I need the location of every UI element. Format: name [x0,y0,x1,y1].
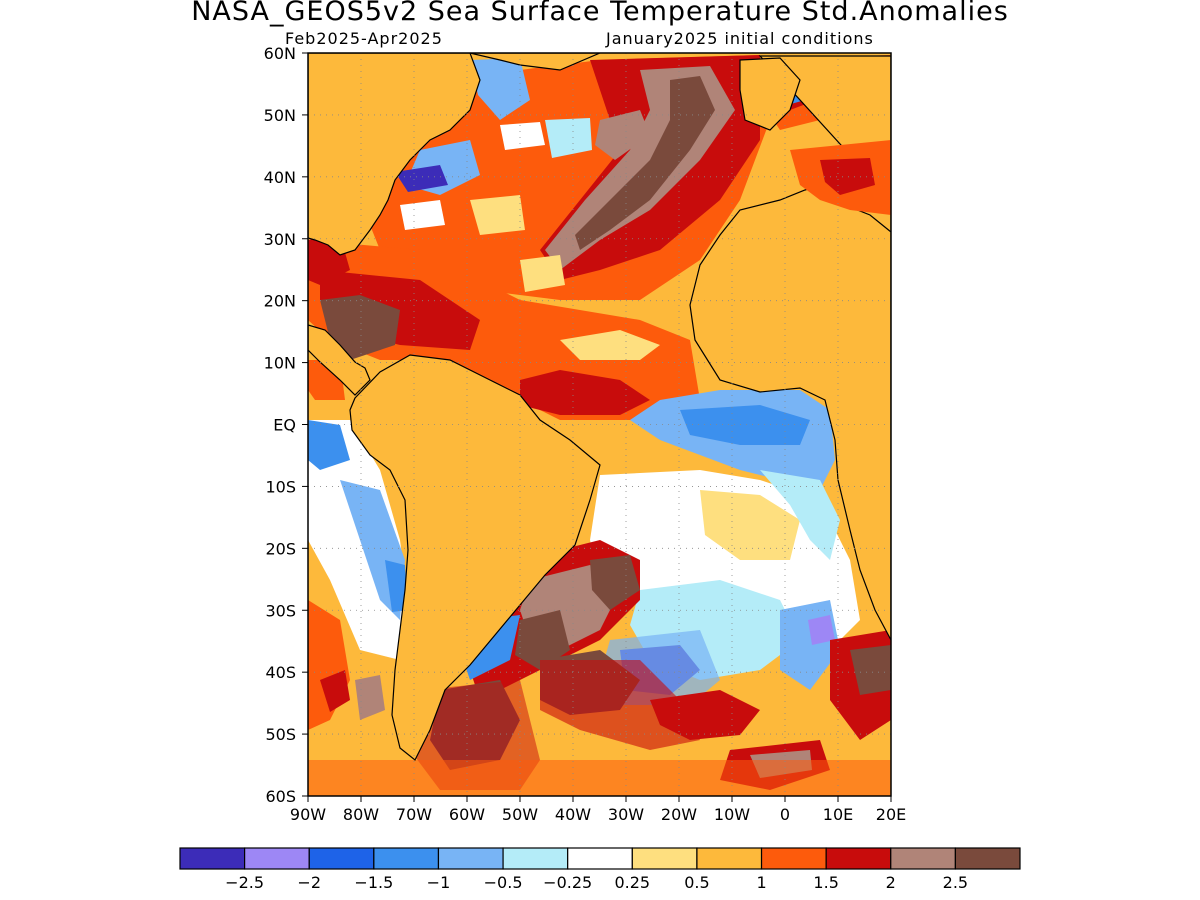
color-bar [179,847,1021,870]
color-bar-label: 2 [886,873,896,892]
forecast-period: Feb2025-Apr2025 [285,29,443,48]
lat-tick-label: 50N [264,106,296,125]
lon-tick-label: 20E [876,805,906,824]
south-america-land [349,354,601,761]
color-bar-label: 2.5 [943,873,968,892]
color-bar-swatch [567,847,633,870]
iberia-uk-land [739,57,801,131]
greenland-land [469,53,601,71]
north-america-land [308,53,481,256]
lon-tick-label: 80W [343,805,379,824]
color-bar-label: −0.5 [484,873,523,892]
lon-tick-label: 70W [396,805,432,824]
color-bar-swatch [825,847,892,870]
lon-tick-label: 60W [449,805,485,824]
lat-tick-label: 60S [265,787,296,806]
mediterranean-warm-core [820,158,875,195]
lon-tick-label: 90W [290,805,326,824]
lat-tick-label: EQ [273,416,296,435]
color-bar-swatch [696,847,763,870]
lat-tick-label: 20S [265,539,296,558]
lon-tick-label: 10W [714,805,750,824]
lon-tick-label: 50W [502,805,538,824]
color-bar-label: −1 [427,873,451,892]
south-atlantic-anomalies [308,360,891,796]
color-bar-swatch [631,847,698,870]
color-bar-swatch [502,847,569,870]
color-bar-swatch [179,847,246,870]
color-bar-label: −2 [297,873,321,892]
color-bar-swatch [760,847,827,870]
color-bar-label: −2.5 [225,873,264,892]
map-title: NASA_GEOS5v2 Sea Surface Temperature Std… [191,0,1009,27]
lat-tick-label: 30N [264,230,296,249]
lat-tick-label: 40N [264,168,296,187]
lat-tick-label: 10N [264,354,296,373]
lat-tick-label: 20N [264,292,296,311]
lon-tick-label: 40W [555,805,591,824]
color-bar-swatch [308,847,375,870]
color-bar-label: −1.5 [354,873,393,892]
initial-conditions: January2025 initial conditions [606,29,874,48]
lat-tick-label: 30S [265,601,296,620]
color-bar-label: 1.5 [813,873,838,892]
color-bar-swatch [373,847,440,870]
lat-tick-label: 50S [265,725,296,744]
lon-tick-label: 0 [780,805,790,824]
color-bar-label: 1 [756,873,766,892]
central-america-land [308,324,371,396]
color-bar-label: 0.5 [684,873,709,892]
color-bar-swatch [244,847,310,870]
latitude-labels: 60N 50N 40N 30N 20N 10N EQ 10S 20S 30S 40S 50S 60S [264,44,308,806]
color-bar-swatch [437,847,504,870]
lon-tick-label: 30W [608,805,644,824]
lon-tick-label: 10E [823,805,853,824]
map-panel [308,53,891,796]
color-bar-swatch [954,847,1021,870]
lat-tick-label: 40S [265,663,296,682]
color-bar-label: 0.25 [614,873,650,892]
lat-tick-label: 60N [264,44,296,63]
lat-tick-label: 10S [265,477,296,496]
color-bar-swatch [890,847,956,870]
longitude-labels: 90W 80W 70W 60W 50W 40W 30W 20W 10W 0 10E 20E [290,796,906,824]
lon-tick-label: 20W [661,805,697,824]
color-bar-labels: −2.5 −2 −1.5 −1 −0.5 −0.25 0.25 0.5 1 1.5 2 2.5 [225,873,968,892]
color-bar-label: −0.25 [543,873,592,892]
